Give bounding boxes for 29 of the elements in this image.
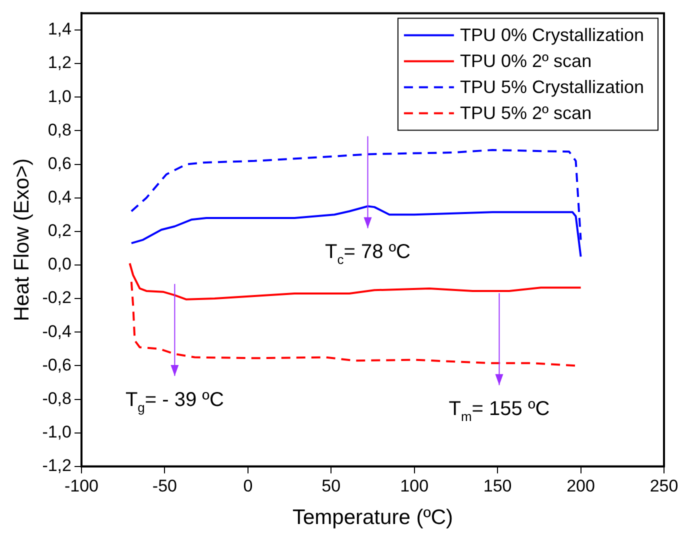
y-tick-label: -0,2 (42, 288, 72, 308)
y-tick-label: -0,8 (42, 388, 72, 408)
line-series (130, 280, 577, 367)
y-axis-title: Heat Flow (Exo>) (10, 158, 34, 322)
y-tick-label: 1,2 (48, 53, 72, 72)
y-tick-label: 1,4 (48, 20, 72, 39)
y-tick-label: -0,4 (42, 322, 72, 341)
y-tick-label: -1,2 (42, 456, 72, 476)
y-tick-label: -1,0 (42, 422, 72, 442)
x-axis-title: Temperature (ºC) (292, 506, 454, 530)
x-tick-label: -100 (64, 476, 99, 496)
legend-label: TPU 0% 2º scan (460, 51, 592, 72)
x-tick-label: 150 (483, 476, 512, 496)
y-tick-label: -0,6 (42, 355, 72, 374)
y-tick-label: 0,0 (48, 254, 72, 274)
y-tick-label: 0,8 (48, 120, 72, 140)
legend-label: TPU 0% Crystallization (460, 25, 644, 46)
y-tick-label: 0,4 (48, 188, 72, 207)
x-tick-label: -50 (152, 476, 177, 496)
legend-label: TPU 5% 2º scan (460, 103, 592, 124)
x-tick-label: 100 (400, 476, 429, 496)
y-tick-label: 0,2 (48, 221, 72, 240)
x-tick-label: 250 (650, 476, 678, 496)
x-tick-label: 0 (243, 476, 253, 496)
x-tick-label: 200 (566, 476, 595, 496)
x-tick-label: 50 (322, 476, 341, 496)
legend-label: TPU 5% Crystallization (460, 77, 644, 98)
y-tick-label: 1,0 (48, 86, 72, 106)
y-tick-label: 0,6 (48, 154, 72, 173)
